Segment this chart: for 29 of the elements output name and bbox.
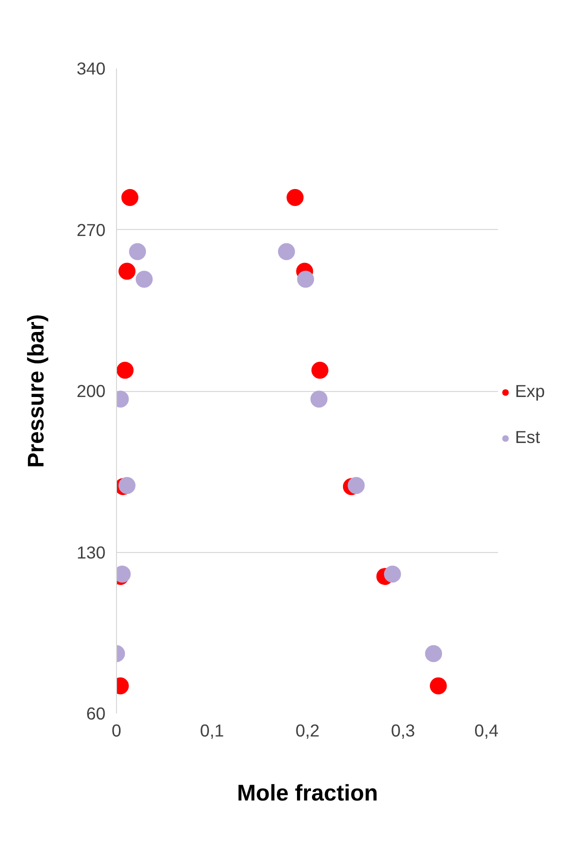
y-tick-label: 60 bbox=[86, 704, 106, 724]
point bbox=[430, 677, 447, 694]
point bbox=[118, 476, 136, 494]
point bbox=[116, 362, 134, 379]
y-tick-label: 340 bbox=[76, 58, 106, 78]
point bbox=[118, 262, 136, 280]
x-tick-label: 0 bbox=[112, 720, 122, 740]
point bbox=[297, 270, 314, 288]
point bbox=[311, 362, 328, 379]
y-tick-label: 270 bbox=[76, 220, 106, 240]
point bbox=[348, 476, 365, 494]
point bbox=[121, 189, 138, 206]
y-axis-title: Pressure (bar) bbox=[22, 314, 49, 468]
point bbox=[129, 243, 146, 260]
x-tick-label: 0,4 bbox=[474, 720, 499, 740]
point bbox=[278, 243, 295, 260]
x-tick-label: 0,2 bbox=[295, 720, 320, 740]
point bbox=[384, 566, 401, 583]
y-tick-label: 200 bbox=[76, 381, 106, 401]
point bbox=[136, 270, 153, 288]
legend-label: Est bbox=[515, 427, 540, 448]
y-tick-label: 130 bbox=[76, 542, 106, 562]
point bbox=[286, 189, 304, 206]
x-tick-label: 0,3 bbox=[390, 720, 416, 740]
point bbox=[310, 390, 328, 408]
legend-label: Exp bbox=[515, 381, 545, 402]
x-axis-title: Mole fraction bbox=[237, 780, 378, 806]
point bbox=[425, 645, 442, 662]
x-tick-label: 0,1 bbox=[200, 720, 224, 740]
